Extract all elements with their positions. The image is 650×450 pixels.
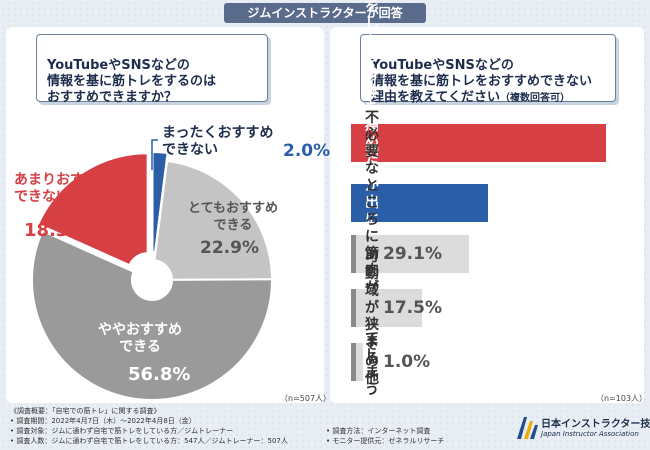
header-badge: ジムインストラクターが回答	[224, 3, 426, 23]
footer-line: • モニター提供元：ゼネラルリサーチ	[326, 437, 445, 445]
right-question: YouTubeやSNSなどの 情報を基に筋トレをおすすめできない 理由を教えてく…	[360, 34, 616, 105]
footer-line: • 調査方法：インターネット調査	[326, 427, 431, 435]
left-question-text: YouTubeやSNSなどの 情報を基に筋トレをするのは おすすめできますか？	[47, 58, 217, 105]
right-n-note: （n=103人）	[596, 394, 648, 403]
bar-value: 1.0%	[383, 352, 431, 372]
left-question: YouTubeやSNSなどの 情報を基に筋トレをするのは おすすめできますか？	[36, 34, 268, 105]
bar-label: 可動域が狭まる	[365, 249, 379, 367]
bar	[351, 235, 469, 273]
bar-accent	[351, 184, 356, 222]
footer-line: • 調査人数：ジムに通わず自宅で筋トレをしている方：547人／ジムトレーナー：5…	[10, 437, 288, 445]
bar-value: 29.1%	[383, 244, 442, 264]
association-logo: 日本インストラクター技術協会 Japan Instructor Associat…	[515, 409, 650, 445]
bar	[351, 184, 489, 222]
survey-overview-col2: • 調査方法：インターネット調査 • モニター提供元：ゼネラルリサーチ	[326, 426, 444, 446]
bar-value: 34.0%	[383, 193, 442, 213]
right-question-text: YouTubeやSNSなどの 情報を基に筋トレをおすすめできない 理由を教えてく…	[371, 58, 593, 105]
logo-jp-text: 日本インストラクター技術協会	[541, 419, 650, 430]
logo-en-text: Japan Instructor Association	[541, 430, 639, 438]
footer-line: • 調査対象：ジムに通わず自宅で筋トレをしている方／ジムトレーナー	[10, 427, 234, 435]
pie-value-not-really: 18.3%	[24, 220, 87, 241]
footer-line: 《調査概要：「自宅での筋トレ」に関する調査》	[10, 407, 161, 415]
pie-label-not-really: あまりおすすめ できない	[14, 172, 112, 205]
logo-mark-icon	[517, 417, 538, 439]
pie-value-somewhat: 56.8%	[128, 364, 191, 385]
bar-accent	[351, 235, 356, 273]
pie-label-very: とてもおすすめ できる	[188, 201, 278, 233]
bar	[351, 124, 606, 162]
bar-value: 63.1%	[383, 133, 442, 153]
footer-line: • 調査期間：2022年4月7日（木）〜2022年4月8日（金）	[10, 417, 196, 425]
bar-value: 17.5%	[383, 298, 442, 318]
pie-value-very: 22.9%	[200, 238, 259, 258]
pie-label-somewhat: ややおすすめ できる	[98, 322, 182, 355]
bar-accent	[351, 289, 356, 327]
bar-label: その他	[365, 336, 379, 387]
bar-accent	[351, 343, 356, 381]
bar	[351, 289, 422, 327]
pie-value-not-at-all: 2.0%	[283, 141, 331, 161]
survey-overview: 《調査概要：「自宅での筋トレ」に関する調査》 • 調査期間：2022年4月7日（…	[10, 406, 288, 446]
pie-label-not-at-all: まったくおすすめ できない	[162, 125, 274, 158]
bar-accent	[351, 124, 356, 162]
right-question-note: （複数回答可）	[499, 93, 570, 104]
left-n-note: （n=507人）	[280, 394, 332, 403]
